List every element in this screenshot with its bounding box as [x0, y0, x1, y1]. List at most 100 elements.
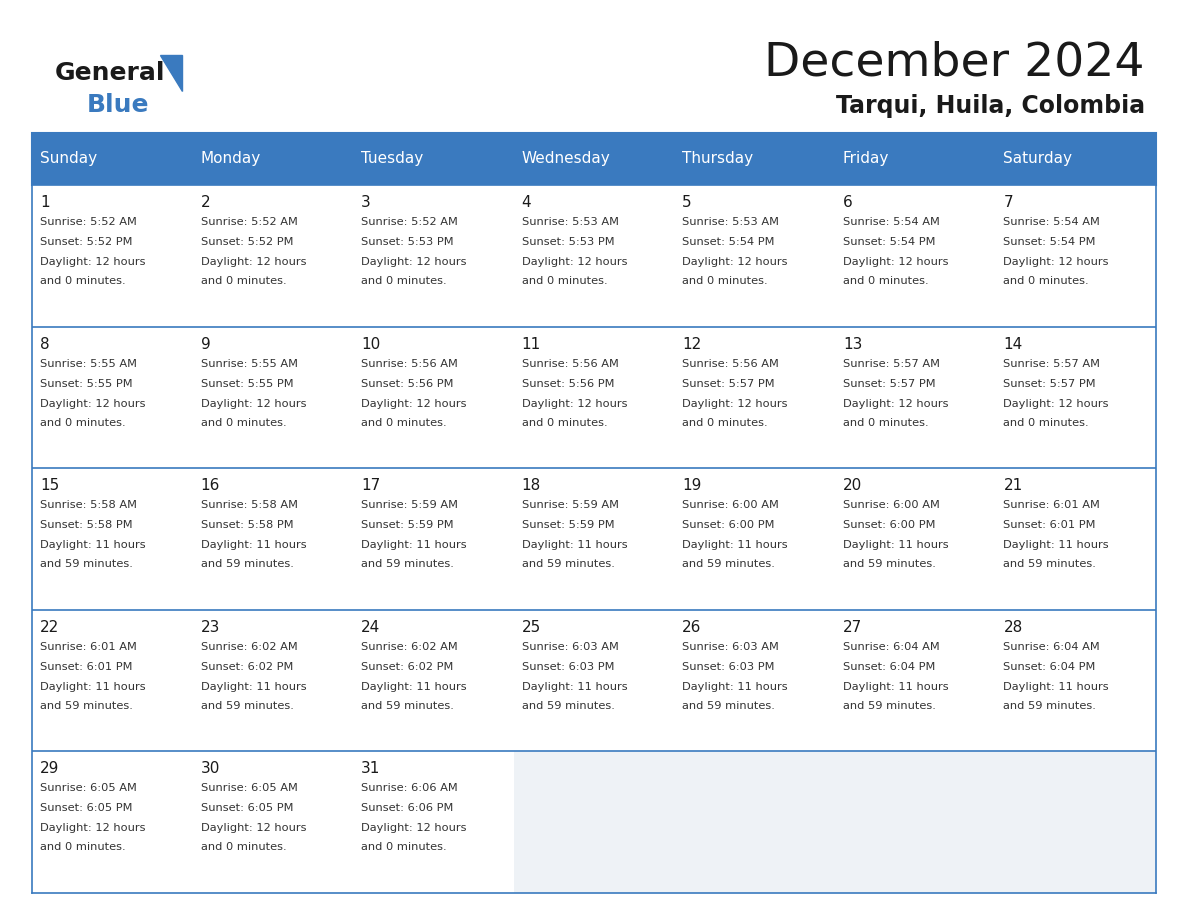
Text: General: General — [55, 61, 165, 85]
Text: Daylight: 12 hours: Daylight: 12 hours — [40, 398, 145, 409]
FancyBboxPatch shape — [835, 468, 996, 610]
Text: and 59 minutes.: and 59 minutes. — [842, 559, 936, 569]
Text: and 59 minutes.: and 59 minutes. — [522, 559, 614, 569]
FancyBboxPatch shape — [675, 752, 835, 893]
Text: and 59 minutes.: and 59 minutes. — [682, 559, 775, 569]
FancyBboxPatch shape — [996, 752, 1156, 893]
Text: Sunrise: 5:54 AM: Sunrise: 5:54 AM — [842, 217, 940, 227]
Text: Sunrise: 5:58 AM: Sunrise: 5:58 AM — [40, 500, 137, 510]
Text: Sunset: 6:05 PM: Sunset: 6:05 PM — [201, 803, 293, 813]
Text: Daylight: 12 hours: Daylight: 12 hours — [682, 257, 788, 267]
Text: Daylight: 11 hours: Daylight: 11 hours — [842, 682, 948, 692]
Text: Saturday: Saturday — [1004, 151, 1073, 166]
Text: Sunset: 5:56 PM: Sunset: 5:56 PM — [522, 378, 614, 388]
Text: Daylight: 12 hours: Daylight: 12 hours — [201, 823, 307, 834]
Text: Daylight: 11 hours: Daylight: 11 hours — [361, 540, 467, 550]
Text: Sunrise: 6:05 AM: Sunrise: 6:05 AM — [201, 783, 297, 793]
Text: Sunset: 5:54 PM: Sunset: 5:54 PM — [842, 237, 935, 247]
Text: and 59 minutes.: and 59 minutes. — [361, 559, 454, 569]
Text: Wednesday: Wednesday — [522, 151, 611, 166]
FancyBboxPatch shape — [192, 610, 353, 752]
Text: Daylight: 11 hours: Daylight: 11 hours — [201, 540, 307, 550]
Text: Tarqui, Huila, Colombia: Tarqui, Huila, Colombia — [836, 94, 1145, 118]
Text: Sunrise: 6:06 AM: Sunrise: 6:06 AM — [361, 783, 457, 793]
Text: and 59 minutes.: and 59 minutes. — [40, 559, 133, 569]
Text: 30: 30 — [201, 761, 220, 777]
FancyBboxPatch shape — [996, 610, 1156, 752]
Text: Sunday: Sunday — [40, 151, 97, 166]
Text: Daylight: 11 hours: Daylight: 11 hours — [522, 540, 627, 550]
Text: Daylight: 11 hours: Daylight: 11 hours — [361, 682, 467, 692]
Text: Sunset: 5:55 PM: Sunset: 5:55 PM — [40, 378, 133, 388]
Text: Daylight: 12 hours: Daylight: 12 hours — [842, 257, 948, 267]
FancyBboxPatch shape — [192, 327, 353, 468]
FancyBboxPatch shape — [835, 327, 996, 468]
Text: Sunset: 5:54 PM: Sunset: 5:54 PM — [1004, 237, 1095, 247]
Text: Sunset: 5:53 PM: Sunset: 5:53 PM — [522, 237, 614, 247]
Text: 10: 10 — [361, 337, 380, 352]
FancyBboxPatch shape — [32, 610, 192, 752]
FancyBboxPatch shape — [192, 185, 353, 327]
Text: and 59 minutes.: and 59 minutes. — [522, 700, 614, 711]
Text: and 0 minutes.: and 0 minutes. — [201, 843, 286, 853]
Text: and 59 minutes.: and 59 minutes. — [842, 700, 936, 711]
Text: Sunrise: 6:04 AM: Sunrise: 6:04 AM — [842, 642, 940, 652]
Text: Sunset: 6:04 PM: Sunset: 6:04 PM — [842, 662, 935, 672]
FancyBboxPatch shape — [996, 185, 1156, 327]
Text: and 59 minutes.: and 59 minutes. — [201, 700, 293, 711]
Text: Daylight: 11 hours: Daylight: 11 hours — [40, 682, 146, 692]
FancyBboxPatch shape — [996, 133, 1156, 185]
Text: Sunrise: 5:57 AM: Sunrise: 5:57 AM — [1004, 359, 1100, 369]
Text: Sunset: 6:05 PM: Sunset: 6:05 PM — [40, 803, 133, 813]
FancyBboxPatch shape — [513, 133, 675, 185]
Text: Daylight: 11 hours: Daylight: 11 hours — [682, 540, 788, 550]
Text: Daylight: 12 hours: Daylight: 12 hours — [1004, 398, 1108, 409]
Text: Sunrise: 5:52 AM: Sunrise: 5:52 AM — [201, 217, 297, 227]
Text: Sunrise: 5:53 AM: Sunrise: 5:53 AM — [522, 217, 619, 227]
FancyBboxPatch shape — [513, 185, 675, 327]
Text: Sunset: 6:06 PM: Sunset: 6:06 PM — [361, 803, 454, 813]
Text: 7: 7 — [1004, 195, 1013, 210]
Text: Sunset: 6:00 PM: Sunset: 6:00 PM — [842, 521, 935, 531]
Text: Daylight: 11 hours: Daylight: 11 hours — [40, 540, 146, 550]
Text: 29: 29 — [40, 761, 59, 777]
Text: 9: 9 — [201, 337, 210, 352]
FancyBboxPatch shape — [513, 468, 675, 610]
Text: Sunset: 5:52 PM: Sunset: 5:52 PM — [201, 237, 293, 247]
Text: 5: 5 — [682, 195, 691, 210]
FancyBboxPatch shape — [353, 133, 513, 185]
Text: Sunrise: 5:55 AM: Sunrise: 5:55 AM — [201, 359, 297, 369]
FancyBboxPatch shape — [675, 133, 835, 185]
Text: Thursday: Thursday — [682, 151, 753, 166]
Text: Sunset: 5:57 PM: Sunset: 5:57 PM — [1004, 378, 1097, 388]
Text: Daylight: 11 hours: Daylight: 11 hours — [1004, 682, 1110, 692]
Text: Sunset: 5:58 PM: Sunset: 5:58 PM — [40, 521, 133, 531]
Text: Sunrise: 6:00 AM: Sunrise: 6:00 AM — [842, 500, 940, 510]
Text: 25: 25 — [522, 620, 541, 635]
Text: Daylight: 12 hours: Daylight: 12 hours — [361, 823, 467, 834]
FancyBboxPatch shape — [675, 610, 835, 752]
Text: 14: 14 — [1004, 337, 1023, 352]
Text: Sunrise: 5:52 AM: Sunrise: 5:52 AM — [40, 217, 137, 227]
Text: and 0 minutes.: and 0 minutes. — [682, 276, 767, 286]
Text: 6: 6 — [842, 195, 853, 210]
FancyBboxPatch shape — [32, 327, 192, 468]
FancyBboxPatch shape — [513, 752, 675, 893]
Text: Sunrise: 6:03 AM: Sunrise: 6:03 AM — [682, 642, 779, 652]
Text: and 0 minutes.: and 0 minutes. — [1004, 418, 1089, 428]
FancyBboxPatch shape — [353, 468, 513, 610]
Text: Sunrise: 6:02 AM: Sunrise: 6:02 AM — [361, 642, 457, 652]
Text: and 0 minutes.: and 0 minutes. — [842, 276, 929, 286]
Text: Sunset: 6:01 PM: Sunset: 6:01 PM — [1004, 521, 1095, 531]
Text: Blue: Blue — [87, 93, 150, 117]
Text: Sunset: 6:00 PM: Sunset: 6:00 PM — [682, 521, 775, 531]
Text: and 59 minutes.: and 59 minutes. — [682, 700, 775, 711]
Text: Sunrise: 6:02 AM: Sunrise: 6:02 AM — [201, 642, 297, 652]
Text: Sunset: 5:52 PM: Sunset: 5:52 PM — [40, 237, 133, 247]
Text: Daylight: 12 hours: Daylight: 12 hours — [522, 257, 627, 267]
Text: Daylight: 12 hours: Daylight: 12 hours — [40, 823, 145, 834]
Text: and 0 minutes.: and 0 minutes. — [842, 418, 929, 428]
FancyBboxPatch shape — [513, 327, 675, 468]
Text: Sunrise: 5:56 AM: Sunrise: 5:56 AM — [361, 359, 459, 369]
Text: Sunrise: 6:01 AM: Sunrise: 6:01 AM — [1004, 500, 1100, 510]
